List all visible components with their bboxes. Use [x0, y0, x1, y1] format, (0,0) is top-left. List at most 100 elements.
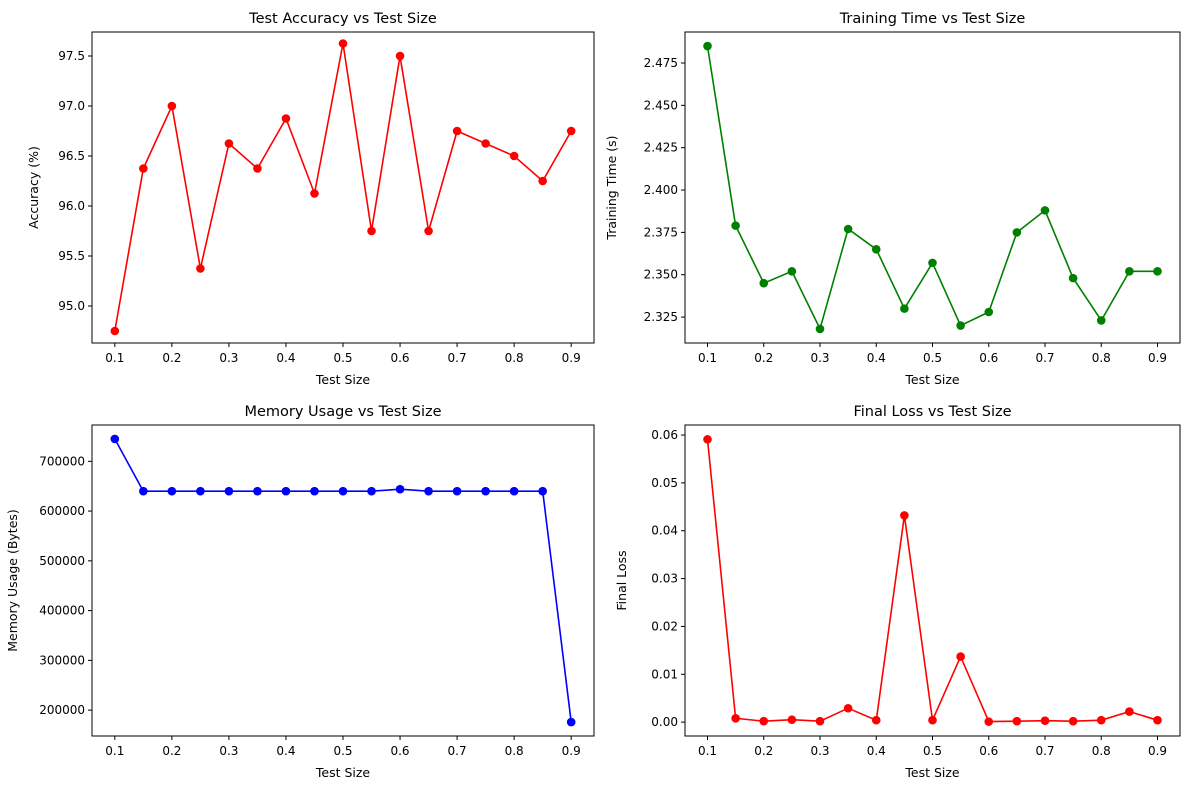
- data-point: [871, 715, 881, 725]
- x-tick-label: 0.3: [219, 744, 238, 758]
- x-tick-label: 0.5: [923, 744, 942, 758]
- data-point: [424, 226, 433, 236]
- data-point: [566, 717, 576, 727]
- y-tick-label: 0.02: [651, 619, 678, 633]
- x-tick-label: 0.7: [448, 351, 467, 365]
- accuracy-chart: Test Accuracy vs Test Size Test Size Acc…: [26, 11, 595, 387]
- y-tick-label: 2.375: [644, 225, 678, 239]
- y-tick-label: 600000: [39, 504, 85, 518]
- data-point: [481, 139, 490, 148]
- y-tick-label: 0.05: [651, 476, 678, 490]
- data-point: [224, 139, 234, 148]
- x-tick-label: 0.1: [698, 744, 717, 758]
- x-tick-label: 0.9: [562, 744, 581, 758]
- x-tick-label: 0.4: [867, 351, 886, 365]
- data-point: [759, 716, 769, 726]
- axes-frame: [684, 424, 1181, 737]
- data-point: [787, 715, 797, 725]
- data-point: [281, 114, 291, 123]
- chart-title: Final Loss vs Test Size: [853, 404, 1011, 420]
- data-point: [984, 307, 994, 317]
- data-point: [110, 434, 120, 444]
- data-point: [481, 486, 490, 496]
- data-point: [310, 189, 319, 198]
- data-point: [928, 258, 937, 268]
- axes-frame: [684, 31, 1181, 344]
- data-point: [1153, 715, 1162, 725]
- y-axis-label: Memory Usage (Bytes): [5, 509, 20, 652]
- x-tick-label: 0.7: [1035, 744, 1054, 758]
- data-point: [928, 715, 937, 725]
- x-tick-label: 0.4: [276, 744, 295, 758]
- data-point: [424, 486, 433, 496]
- data-point: [703, 435, 712, 444]
- x-axis-label: Test Size: [315, 765, 371, 780]
- x-tick-label: 0.4: [276, 351, 295, 365]
- data-point: [1125, 707, 1134, 716]
- x-tick-label: 0.3: [810, 744, 829, 758]
- data-point: [956, 321, 965, 330]
- data-point: [338, 486, 348, 496]
- y-tick-label: 2.475: [644, 56, 678, 70]
- data-point: [395, 484, 405, 494]
- final-loss-chart: Final Loss vs Test Size Test Size Final …: [614, 404, 1181, 780]
- y-tick-label: 2.350: [644, 268, 678, 282]
- data-point: [253, 164, 262, 173]
- y-tick-label: 0.06: [651, 428, 678, 442]
- data-point: [1153, 267, 1162, 276]
- data-point: [196, 486, 205, 496]
- chart-title: Training Time vs Test Size: [839, 11, 1026, 27]
- x-tick-label: 0.9: [562, 351, 581, 365]
- x-tick-label: 0.7: [1035, 351, 1054, 365]
- data-point: [731, 221, 740, 230]
- data-point: [900, 511, 909, 520]
- data-point: [167, 486, 177, 496]
- axes-frame: [91, 31, 595, 344]
- data-point: [843, 703, 853, 713]
- data-point: [196, 264, 205, 273]
- chart-title: Memory Usage vs Test Size: [244, 404, 441, 420]
- y-axis-label: Accuracy (%): [26, 146, 41, 229]
- y-tick-label: 2.450: [644, 98, 678, 112]
- data-point: [731, 713, 740, 723]
- training-time-chart: Training Time vs Test Size Test Size Tra…: [604, 11, 1181, 387]
- data-point: [984, 717, 994, 726]
- x-tick-label: 0.5: [333, 744, 352, 758]
- y-tick-label: 0.01: [651, 667, 678, 681]
- data-point: [759, 278, 769, 288]
- data-point: [139, 164, 148, 173]
- y-tick-label: 2.425: [644, 141, 678, 155]
- data-point: [1012, 716, 1022, 726]
- x-tick-label: 0.2: [162, 744, 181, 758]
- data-point: [253, 486, 262, 496]
- x-tick-label: 0.9: [1148, 351, 1167, 365]
- x-tick-label: 0.8: [1092, 351, 1111, 365]
- y-tick-label: 400000: [39, 604, 85, 618]
- x-tick-label: 0.8: [505, 744, 524, 758]
- x-tick-label: 0.8: [1092, 744, 1111, 758]
- x-tick-label: 0.1: [105, 351, 124, 365]
- data-point: [395, 51, 405, 61]
- y-tick-label: 0.04: [651, 524, 678, 538]
- data-point: [843, 224, 853, 234]
- x-tick-label: 0.2: [754, 744, 773, 758]
- data-point: [1125, 267, 1134, 276]
- data-point: [509, 151, 519, 161]
- y-tick-label: 700000: [39, 454, 85, 468]
- x-tick-label: 0.6: [979, 351, 998, 365]
- data-point: [367, 486, 376, 496]
- y-tick-label: 0.00: [651, 715, 678, 729]
- data-point: [167, 101, 177, 111]
- y-tick-label: 200000: [39, 703, 85, 717]
- x-tick-label: 0.1: [698, 351, 717, 365]
- data-point: [281, 486, 291, 496]
- x-tick-label: 0.5: [923, 351, 942, 365]
- x-tick-label: 0.9: [1148, 744, 1167, 758]
- x-axis-label: Test Size: [904, 372, 960, 387]
- data-point: [338, 39, 348, 48]
- data-point: [815, 324, 825, 334]
- data-point: [1012, 228, 1022, 237]
- data-point: [1040, 716, 1050, 725]
- data-point: [871, 245, 881, 254]
- series-line: [114, 438, 572, 723]
